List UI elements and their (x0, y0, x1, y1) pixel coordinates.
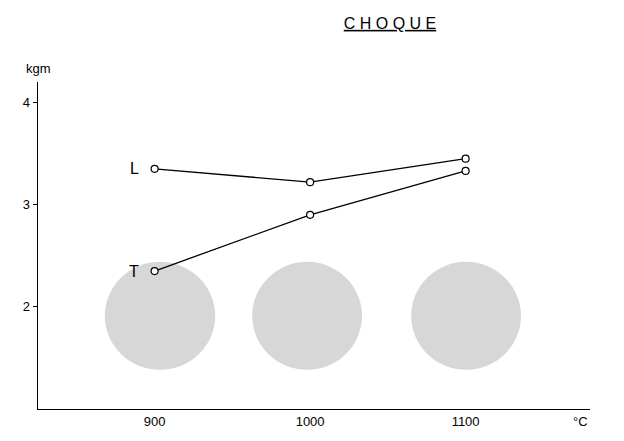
svg-text:3: 3 (23, 197, 30, 212)
svg-text:2: 2 (23, 299, 30, 314)
svg-text:kgm: kgm (26, 61, 51, 76)
svg-text:1100: 1100 (452, 414, 480, 429)
svg-text:1000: 1000 (296, 414, 325, 429)
svg-text:4: 4 (23, 95, 30, 110)
svg-text:C H O Q U E: C H O Q U E (344, 15, 436, 32)
svg-text:°C: °C (573, 414, 588, 429)
svg-text:T: T (129, 263, 139, 280)
svg-text:900: 900 (144, 414, 166, 429)
svg-text:L: L (130, 160, 139, 177)
